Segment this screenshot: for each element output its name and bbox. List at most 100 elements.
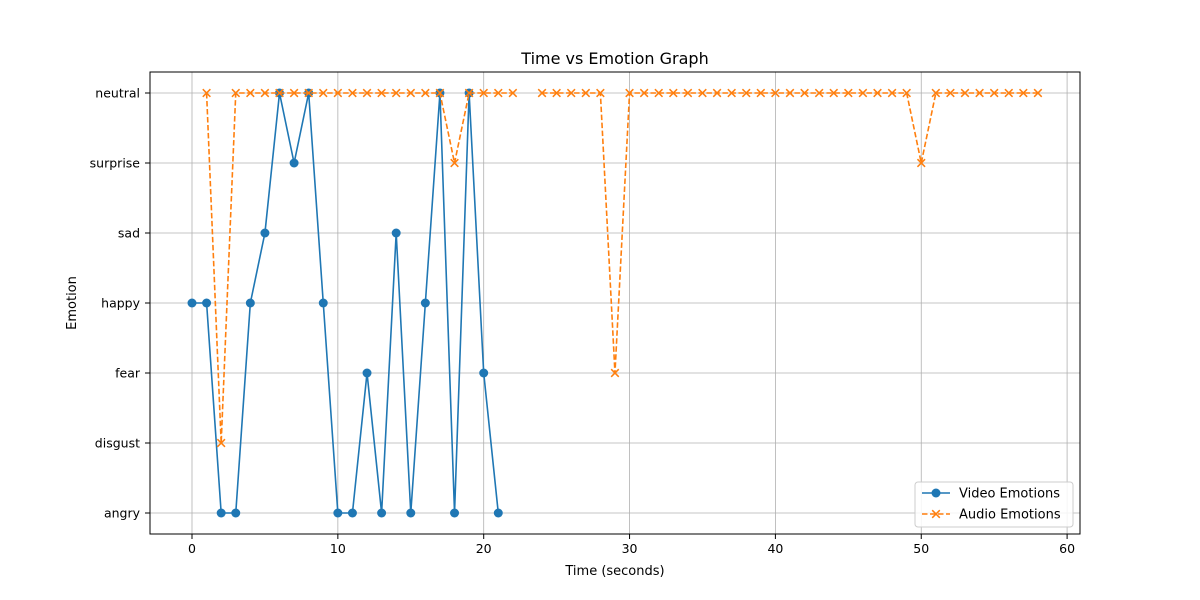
data-point (843, 88, 853, 98)
data-point (275, 88, 284, 98)
data-point (231, 88, 241, 98)
data-point (246, 88, 255, 98)
y-tick-label-fear: fear (115, 366, 141, 381)
data-point (348, 88, 357, 98)
data-point (581, 88, 591, 98)
y-tick-label-sad: sad (118, 226, 140, 241)
data-point (216, 508, 226, 518)
data-point (289, 88, 299, 98)
data-point (202, 298, 212, 308)
data-point (260, 88, 270, 98)
legend: Video Emotions Audio Emotions (914, 481, 1074, 528)
data-point (508, 88, 518, 98)
data-point (596, 88, 605, 98)
series-line (205, 92, 513, 444)
data-point (406, 508, 416, 518)
data-point (1004, 88, 1014, 98)
data-point (391, 88, 401, 98)
data-point (975, 88, 984, 98)
data-point (187, 298, 197, 308)
x-tick-label: 60 (1059, 541, 1075, 556)
data-point (421, 88, 430, 98)
data-point (493, 88, 503, 98)
data-point (377, 88, 386, 98)
data-point (260, 228, 270, 238)
series-audio (202, 88, 1043, 448)
data-point (318, 298, 328, 308)
data-point (785, 88, 795, 98)
data-point (873, 88, 882, 98)
data-point (887, 88, 897, 98)
data-point (829, 88, 839, 98)
x-axis: 0 10 20 30 40 50 60 (188, 534, 1075, 556)
series-line (192, 92, 500, 514)
y-tick-label-disgust: disgust (95, 436, 140, 451)
data-point (858, 88, 868, 98)
data-point (610, 368, 620, 378)
data-point (479, 88, 489, 98)
data-point (245, 298, 255, 308)
x-tick-label: 10 (330, 541, 346, 556)
data-point (727, 88, 736, 98)
data-point (216, 438, 226, 448)
x-tick-label: 30 (622, 541, 638, 556)
y-tick-label-happy: happy (101, 296, 140, 311)
data-point (537, 88, 547, 98)
data-point (698, 88, 707, 98)
data-point (464, 88, 474, 98)
data-point (289, 158, 299, 168)
data-point (493, 508, 503, 518)
data-point (654, 88, 664, 98)
data-point (946, 88, 955, 98)
data-point (566, 88, 576, 98)
y-tick-label-surprise: surprise (90, 156, 141, 171)
x-axis-title: Time (seconds) (564, 564, 664, 579)
data-point (712, 88, 722, 98)
data-point (931, 88, 941, 98)
chart-title: Time vs Emotion Graph (520, 49, 708, 68)
data-point (1033, 88, 1043, 98)
data-point (333, 88, 343, 98)
y-axis-title: Emotion (65, 276, 80, 330)
data-point (347, 508, 357, 518)
data-point (450, 158, 459, 168)
data-point (960, 88, 970, 98)
data-point (318, 88, 328, 98)
x-tick-label: 40 (767, 541, 783, 556)
data-point (1019, 88, 1028, 98)
data-point (668, 88, 678, 98)
y-axis: angry disgust fear happy sad surprise neutral (90, 86, 150, 521)
legend-label-audio: Audio Emotions (959, 508, 1061, 523)
data-point (202, 88, 211, 98)
data-point (435, 88, 445, 98)
y-tick-label-angry: angry (104, 506, 141, 521)
x-tick-label: 0 (188, 541, 196, 556)
data-point (800, 88, 809, 98)
x-tick-label: 20 (476, 541, 492, 556)
data-point (406, 88, 416, 98)
data-point (304, 88, 314, 98)
x-tick-label: 50 (913, 541, 929, 556)
legend-label-video: Video Emotions (959, 487, 1060, 502)
data-point (479, 368, 489, 378)
data-point (362, 88, 372, 98)
data-point (902, 88, 911, 98)
data-point (756, 88, 766, 98)
data-point (450, 508, 460, 518)
data-point (231, 508, 241, 518)
series-layer (187, 88, 1043, 518)
data-point (916, 158, 926, 168)
data-point (989, 88, 999, 98)
data-point (741, 88, 751, 98)
data-point (683, 88, 693, 98)
data-point (814, 88, 824, 98)
data-point (552, 88, 561, 98)
legend-swatch-marker (931, 488, 941, 498)
data-point (420, 298, 430, 308)
data-point (391, 228, 401, 238)
data-point (639, 88, 649, 98)
data-point (771, 88, 780, 98)
data-point (362, 368, 372, 378)
legend-box (914, 481, 1074, 528)
